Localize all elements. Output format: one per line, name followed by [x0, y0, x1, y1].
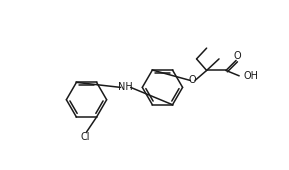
Text: NH: NH: [118, 82, 133, 92]
Text: OH: OH: [244, 71, 259, 81]
Text: Cl: Cl: [80, 132, 90, 142]
Text: O: O: [189, 75, 197, 86]
Text: O: O: [233, 51, 241, 61]
